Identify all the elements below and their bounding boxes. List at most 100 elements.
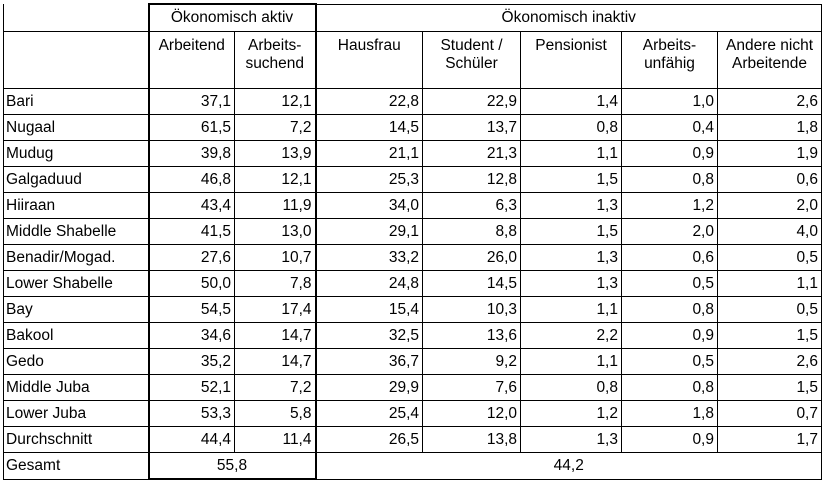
value-cell: 50,0 xyxy=(147,270,235,297)
value-cell: 1,5 xyxy=(520,166,622,193)
value-cell: 26,5 xyxy=(315,426,423,453)
value-cell: 32,5 xyxy=(315,322,423,349)
value-cell: 7,6 xyxy=(422,374,521,401)
value-cell: 7,2 xyxy=(234,374,317,401)
region-label: Nugaal xyxy=(3,114,149,141)
column-header: Hausfrau xyxy=(315,31,423,89)
value-cell: 4,0 xyxy=(717,218,822,245)
region-label: Middle Shabelle xyxy=(3,218,149,245)
value-cell: 14,5 xyxy=(422,270,521,297)
value-cell: 0,8 xyxy=(621,374,718,401)
value-cell: 14,5 xyxy=(315,114,423,141)
value-cell: 0,9 xyxy=(621,322,718,349)
value-cell: 35,2 xyxy=(147,348,235,375)
value-cell: 1,8 xyxy=(621,400,718,427)
total-active-value: 55,8 xyxy=(147,452,317,480)
value-cell: 1,4 xyxy=(520,88,622,115)
table-row: Durchschnitt 44,4 11,4 26,5 13,8 1,3 0,9 1,7 xyxy=(3,426,822,453)
value-cell: 13,8 xyxy=(422,426,521,453)
value-cell: 43,4 xyxy=(147,192,235,219)
value-cell: 37,1 xyxy=(147,88,235,115)
value-cell: 1,0 xyxy=(621,88,718,115)
table-row: Lower Juba 53,3 5,8 25,4 12,0 1,2 1,8 0,7 xyxy=(3,400,822,427)
region-label: Galgaduud xyxy=(3,166,149,193)
value-cell: 12,1 xyxy=(234,166,317,193)
value-cell: 12,0 xyxy=(422,400,521,427)
column-header: Andere nicht Arbeitende xyxy=(717,31,822,89)
value-cell: 1,5 xyxy=(520,218,622,245)
value-cell: 1,3 xyxy=(520,270,622,297)
value-cell: 7,8 xyxy=(234,270,317,297)
value-cell: 36,7 xyxy=(315,348,423,375)
value-cell: 1,5 xyxy=(717,322,822,349)
value-cell: 11,9 xyxy=(234,192,317,219)
value-cell: 12,1 xyxy=(234,88,317,115)
region-label: Lower Shabelle xyxy=(3,270,149,297)
value-cell: 61,5 xyxy=(147,114,235,141)
region-label: Benadir/Mogad. xyxy=(3,244,149,271)
table-row: Bakool 34,6 14,7 32,5 13,6 2,2 0,9 1,5 xyxy=(3,322,822,349)
value-cell: 1,1 xyxy=(520,296,622,323)
column-header: Arbeitend xyxy=(147,31,235,89)
table-row: Lower Shabelle 50,0 7,8 24,8 14,5 1,3 0,5 1,1 xyxy=(3,270,822,297)
region-label: Hiiraan xyxy=(3,192,149,219)
value-cell: 34,6 xyxy=(147,322,235,349)
value-cell: 0,5 xyxy=(717,296,822,323)
value-cell: 2,2 xyxy=(520,322,622,349)
total-inactive-value: 44,2 xyxy=(315,452,822,480)
value-cell: 22,9 xyxy=(422,88,521,115)
value-cell: 2,0 xyxy=(621,218,718,245)
value-cell: 1,3 xyxy=(520,426,622,453)
table-row: Galgaduud 46,8 12,1 25,3 12,8 1,5 0,8 0,6 xyxy=(3,166,822,193)
column-header: Student / Schüler xyxy=(422,31,521,89)
table-row: Gedo 35,2 14,7 36,7 9,2 1,1 0,5 2,6 xyxy=(3,348,822,375)
value-cell: 25,3 xyxy=(315,166,423,193)
value-cell: 24,8 xyxy=(315,270,423,297)
region-label: Mudug xyxy=(3,140,149,167)
value-cell: 1,3 xyxy=(520,192,622,219)
table-row: Nugaal 61,5 7,2 14,5 13,7 0,8 0,4 1,8 xyxy=(3,114,822,141)
value-cell: 14,7 xyxy=(234,348,317,375)
value-cell: 0,5 xyxy=(717,244,822,271)
table-row: Middle Shabelle 41,5 13,0 29,1 8,8 1,5 2,0 4,0 xyxy=(3,218,822,245)
value-cell: 1,1 xyxy=(717,270,822,297)
column-header-row: Arbeitend Arbeits- suchend Hausfrau Student… xyxy=(3,31,822,89)
corner-cell-lower xyxy=(3,31,149,89)
value-cell: 2,0 xyxy=(717,192,822,219)
value-cell: 46,8 xyxy=(147,166,235,193)
value-cell: 10,3 xyxy=(422,296,521,323)
value-cell: 13,0 xyxy=(234,218,317,245)
value-cell: 1,3 xyxy=(520,244,622,271)
table-row: Mudug 39,8 13,9 21,1 21,3 1,1 0,9 1,9 xyxy=(3,140,822,167)
value-cell: 0,8 xyxy=(520,374,622,401)
value-cell: 15,4 xyxy=(315,296,423,323)
value-cell: 21,3 xyxy=(422,140,521,167)
region-label: Bakool xyxy=(3,322,149,349)
value-cell: 21,1 xyxy=(315,140,423,167)
value-cell: 0,8 xyxy=(621,296,718,323)
value-cell: 11,4 xyxy=(234,426,317,453)
region-label: Durchschnitt xyxy=(3,426,149,453)
value-cell: 13,7 xyxy=(422,114,521,141)
value-cell: 54,5 xyxy=(147,296,235,323)
value-cell: 1,1 xyxy=(520,348,622,375)
total-row: Gesamt 55,8 44,2 xyxy=(3,452,822,480)
value-cell: 6,3 xyxy=(422,192,521,219)
value-cell: 14,7 xyxy=(234,322,317,349)
value-cell: 13,9 xyxy=(234,140,317,167)
table-wrapper: Ökonomisch aktiv Ökonomisch inaktiv Arbe… xyxy=(3,3,822,480)
value-cell: 0,6 xyxy=(621,244,718,271)
value-cell: 39,8 xyxy=(147,140,235,167)
corner-cell xyxy=(3,4,149,32)
table-row: Bay 54,5 17,4 15,4 10,3 1,1 0,8 0,5 xyxy=(3,296,822,323)
group-header-inactive: Ökonomisch inaktiv xyxy=(315,3,822,32)
value-cell: 2,6 xyxy=(717,348,822,375)
value-cell: 1,8 xyxy=(717,114,822,141)
value-cell: 5,8 xyxy=(234,400,317,427)
value-cell: 25,4 xyxy=(315,400,423,427)
region-label: Lower Juba xyxy=(3,400,149,427)
value-cell: 52,1 xyxy=(147,374,235,401)
value-cell: 1,2 xyxy=(621,192,718,219)
value-cell: 27,6 xyxy=(147,244,235,271)
column-header: Arbeits- suchend xyxy=(234,31,317,89)
